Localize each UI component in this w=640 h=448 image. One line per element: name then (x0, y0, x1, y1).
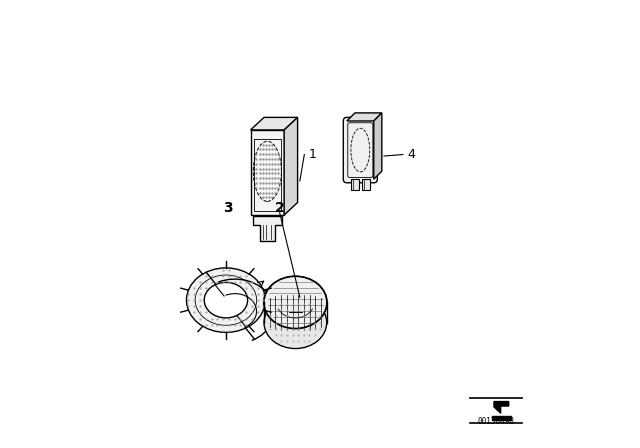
Text: 00130498: 00130498 (477, 417, 515, 426)
Polygon shape (253, 216, 282, 241)
Ellipse shape (186, 268, 266, 332)
Polygon shape (494, 401, 509, 413)
FancyBboxPatch shape (343, 117, 378, 183)
Text: 2: 2 (275, 201, 285, 215)
Polygon shape (351, 179, 359, 190)
Polygon shape (347, 113, 382, 121)
Ellipse shape (204, 282, 248, 318)
Text: 3: 3 (223, 201, 233, 215)
Ellipse shape (264, 297, 327, 349)
Polygon shape (251, 130, 284, 215)
Text: 4: 4 (408, 148, 415, 161)
Ellipse shape (264, 276, 327, 328)
Polygon shape (374, 113, 382, 179)
Polygon shape (362, 179, 370, 190)
Polygon shape (251, 117, 298, 130)
Polygon shape (284, 117, 298, 215)
Polygon shape (492, 416, 511, 420)
Text: 1: 1 (309, 148, 317, 161)
